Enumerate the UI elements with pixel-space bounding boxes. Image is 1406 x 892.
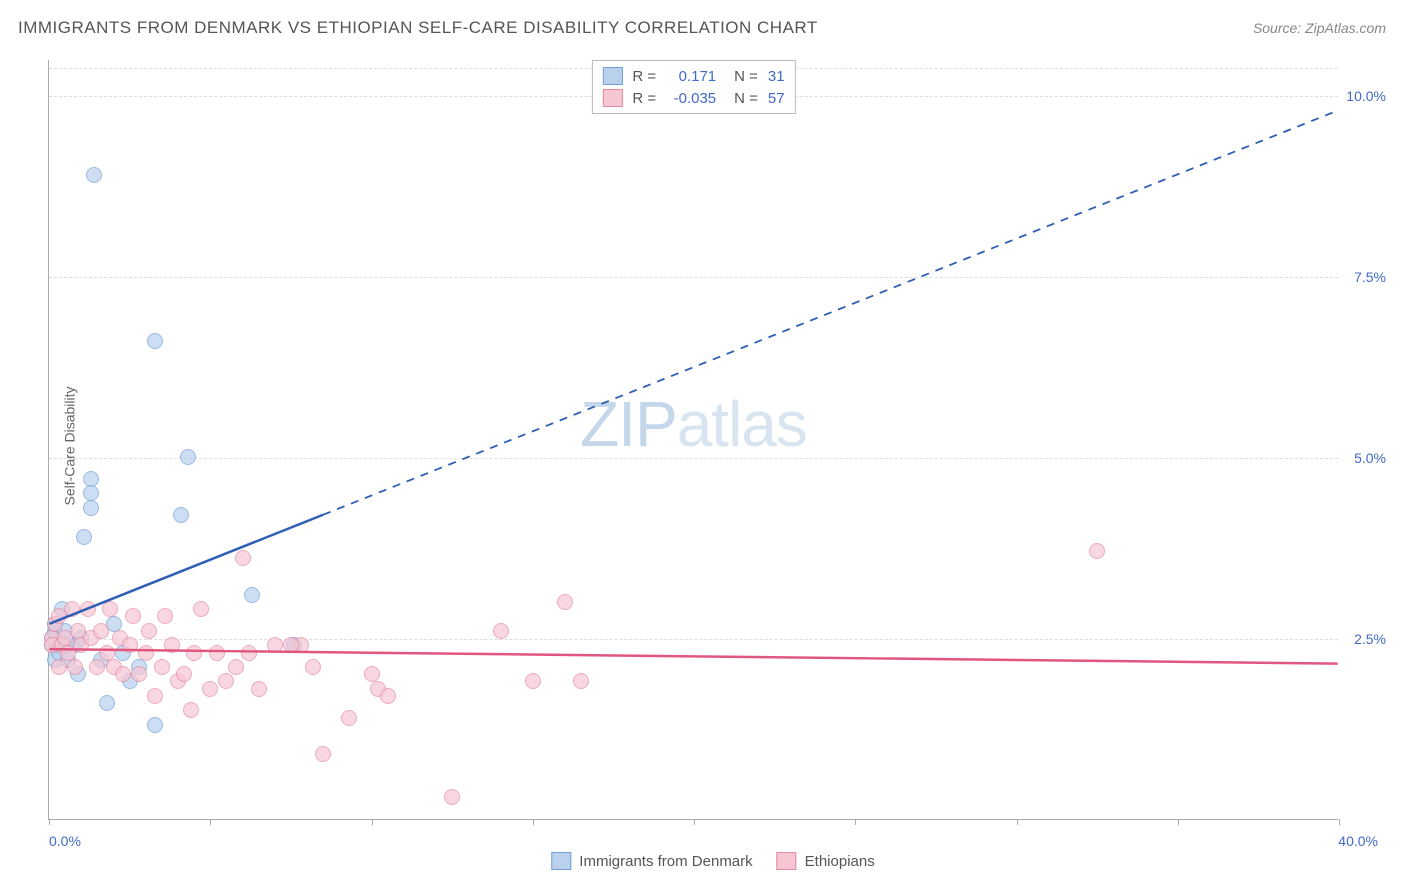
data-point bbox=[493, 623, 509, 639]
data-point bbox=[173, 507, 189, 523]
data-point bbox=[267, 637, 283, 653]
data-point bbox=[99, 695, 115, 711]
data-point bbox=[83, 500, 99, 516]
y-tick-label: 7.5% bbox=[1342, 269, 1386, 285]
data-point bbox=[228, 659, 244, 675]
chart-title: IMMIGRANTS FROM DENMARK VS ETHIOPIAN SEL… bbox=[18, 18, 818, 38]
x-tick bbox=[855, 819, 856, 825]
data-point bbox=[380, 688, 396, 704]
data-point bbox=[202, 681, 218, 697]
data-point bbox=[183, 702, 199, 718]
y-tick-label: 10.0% bbox=[1342, 88, 1386, 104]
legend-label: Immigrants from Denmark bbox=[579, 853, 752, 870]
x-axis-end-label: 40.0% bbox=[1338, 833, 1378, 849]
data-point bbox=[76, 529, 92, 545]
data-point bbox=[525, 673, 541, 689]
gridline bbox=[49, 277, 1338, 278]
y-tick-label: 2.5% bbox=[1342, 631, 1386, 647]
chart-area: ZIPatlas R =0.171N =31R =-0.035N =57 0.0… bbox=[48, 60, 1378, 840]
data-point bbox=[141, 623, 157, 639]
legend-row: R = 0.171 N = 31 bbox=[602, 65, 784, 87]
data-point bbox=[176, 666, 192, 682]
data-point bbox=[315, 746, 331, 762]
data-point bbox=[131, 666, 147, 682]
legend-swatch bbox=[602, 89, 622, 107]
legend-swatch bbox=[602, 67, 622, 85]
data-point bbox=[1089, 543, 1105, 559]
data-point bbox=[93, 623, 109, 639]
x-tick bbox=[372, 819, 373, 825]
data-point bbox=[147, 717, 163, 733]
data-point bbox=[218, 673, 234, 689]
data-point bbox=[444, 789, 460, 805]
x-tick bbox=[1178, 819, 1179, 825]
y-tick-label: 5.0% bbox=[1342, 450, 1386, 466]
data-point bbox=[138, 645, 154, 661]
legend-row: R = -0.035 N = 57 bbox=[602, 87, 784, 109]
data-point bbox=[235, 550, 251, 566]
data-point bbox=[157, 608, 173, 624]
x-axis-start-label: 0.0% bbox=[49, 833, 81, 849]
x-tick bbox=[49, 819, 50, 825]
n-label: N = bbox=[734, 90, 758, 107]
data-point bbox=[241, 645, 257, 661]
x-tick bbox=[1339, 819, 1340, 825]
trendlines-layer bbox=[49, 60, 1338, 819]
r-value: 0.171 bbox=[666, 68, 716, 85]
legend-label: Ethiopians bbox=[805, 853, 875, 870]
legend-item: Immigrants from Denmark bbox=[551, 852, 752, 870]
data-point bbox=[86, 167, 102, 183]
data-point bbox=[125, 608, 141, 624]
data-point bbox=[147, 333, 163, 349]
x-tick bbox=[1017, 819, 1018, 825]
data-point bbox=[305, 659, 321, 675]
data-point bbox=[557, 594, 573, 610]
source-attribution: Source: ZipAtlas.com bbox=[1253, 20, 1386, 36]
legend-item: Ethiopians bbox=[777, 852, 875, 870]
plot-region: ZIPatlas R =0.171N =31R =-0.035N =57 0.0… bbox=[48, 60, 1338, 820]
data-point bbox=[341, 710, 357, 726]
correlation-legend: R = 0.171 N = 31 R = -0.035 N = 57 bbox=[591, 60, 795, 114]
r-label: R = bbox=[632, 68, 656, 85]
data-point bbox=[251, 681, 267, 697]
data-point bbox=[147, 688, 163, 704]
series-legend: Immigrants from Denmark Ethiopians bbox=[551, 852, 874, 870]
data-point bbox=[115, 666, 131, 682]
n-value: 57 bbox=[768, 90, 785, 107]
data-point bbox=[67, 659, 83, 675]
data-point bbox=[102, 601, 118, 617]
x-tick bbox=[210, 819, 211, 825]
data-point bbox=[193, 601, 209, 617]
data-point bbox=[154, 659, 170, 675]
data-point bbox=[122, 637, 138, 653]
data-point bbox=[186, 645, 202, 661]
data-point bbox=[51, 659, 67, 675]
n-value: 31 bbox=[768, 68, 785, 85]
data-point bbox=[573, 673, 589, 689]
legend-swatch bbox=[777, 852, 797, 870]
legend-swatch bbox=[551, 852, 571, 870]
data-point bbox=[80, 601, 96, 617]
gridline bbox=[49, 458, 1338, 459]
data-point bbox=[244, 587, 260, 603]
r-label: R = bbox=[632, 90, 656, 107]
data-point bbox=[164, 637, 180, 653]
data-point bbox=[209, 645, 225, 661]
n-label: N = bbox=[734, 68, 758, 85]
x-tick bbox=[694, 819, 695, 825]
data-point bbox=[64, 601, 80, 617]
data-point bbox=[89, 659, 105, 675]
data-point bbox=[283, 637, 299, 653]
watermark: ZIPatlas bbox=[580, 387, 807, 461]
r-value: -0.035 bbox=[666, 90, 716, 107]
x-tick bbox=[533, 819, 534, 825]
data-point bbox=[180, 449, 196, 465]
gridline bbox=[49, 639, 1338, 640]
